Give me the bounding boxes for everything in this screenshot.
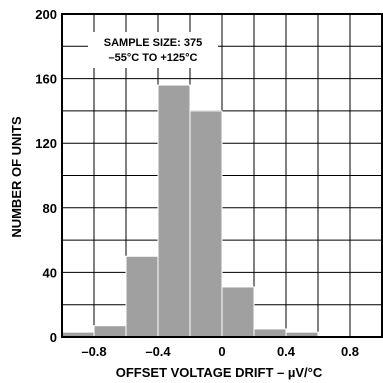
histogram-bar — [93, 325, 127, 338]
x-tick-label: –0.8 — [81, 344, 106, 359]
y-tick-label: 120 — [35, 136, 57, 151]
annotation-background — [88, 32, 218, 68]
bars — [61, 84, 319, 338]
histogram-bar — [189, 110, 223, 338]
x-tick-label: 0.8 — [341, 344, 359, 359]
annotation-line-1: SAMPLE SIZE: 375 — [104, 37, 202, 49]
histogram-bar — [253, 328, 287, 338]
x-tick-label: 0 — [218, 344, 225, 359]
histogram-bar — [221, 286, 255, 338]
histogram-bar — [157, 84, 191, 338]
y-tick-label: 160 — [35, 72, 57, 87]
tick-labels: 0 40 80 120 160 200 –0.8 –0.4 0 0.4 0.8 — [35, 7, 359, 359]
x-axis-title: OFFSET VOLTAGE DRIFT – µV/°C — [116, 365, 323, 380]
plot-frame — [61, 13, 383, 338]
y-axis-title: NUMBER OF UNITS — [9, 116, 24, 238]
annotation-line-2: –55°C TO +125°C — [108, 52, 197, 64]
y-tick-label: 40 — [43, 265, 57, 280]
histogram-bar — [125, 255, 159, 338]
x-tick-label: 0.4 — [277, 344, 296, 359]
x-tick-label: –0.4 — [145, 344, 171, 359]
y-tick-label: 200 — [35, 7, 57, 22]
y-tick-label: 0 — [50, 330, 57, 345]
y-tick-label: 80 — [43, 201, 57, 216]
